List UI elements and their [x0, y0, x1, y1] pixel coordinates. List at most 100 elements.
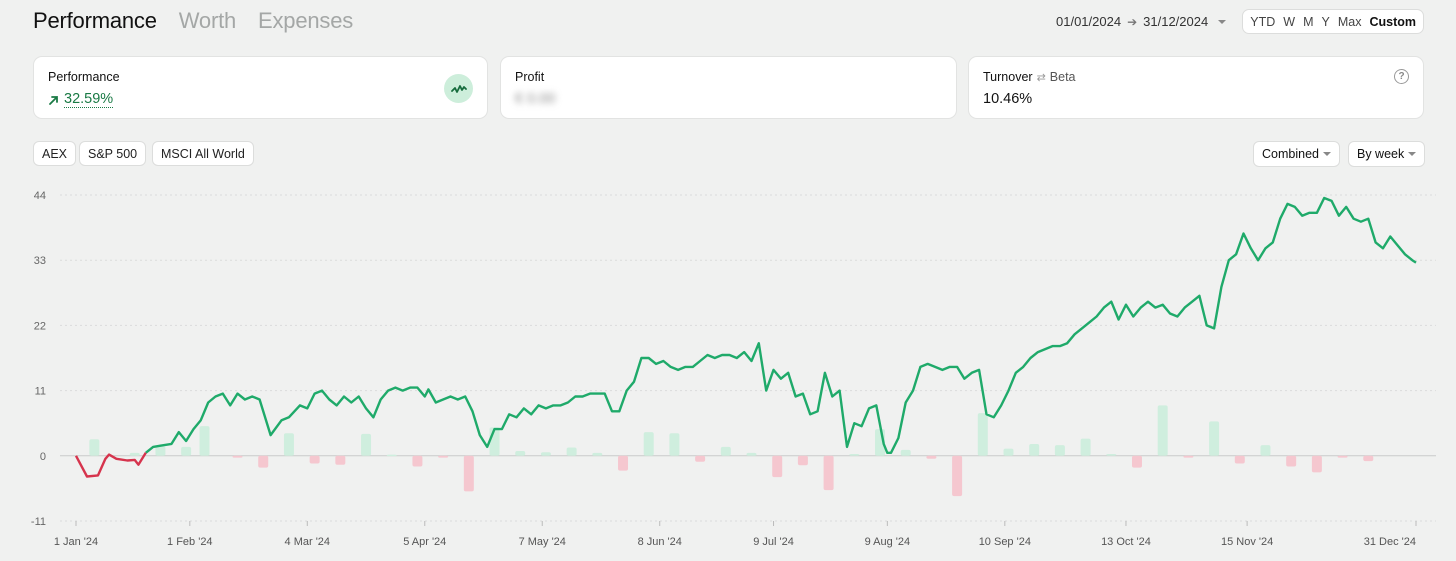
weekly-bar — [463, 455, 474, 492]
weekly-bar — [309, 455, 320, 464]
weekly-bar — [232, 455, 243, 458]
arrow-up-right-icon — [49, 96, 58, 105]
turnover-value: 10.46% — [983, 91, 1033, 107]
weekly-bar — [361, 433, 372, 456]
profit-card: Profit € 0.00 — [500, 56, 957, 119]
y-tick-label: 44 — [34, 190, 46, 202]
period-ytd[interactable]: YTD — [1250, 14, 1276, 29]
weekly-bar — [643, 432, 654, 456]
mode-dropdown-label: Combined — [1262, 147, 1319, 161]
chevron-down-icon — [1322, 152, 1331, 156]
weekly-bar — [1209, 421, 1220, 456]
x-tick-label: 15 Nov '24 — [1221, 536, 1273, 548]
weekly-bar — [849, 454, 860, 456]
date-end: 31/12/2024 — [1143, 14, 1209, 29]
tab-expenses[interactable]: Expenses — [258, 8, 354, 33]
y-tick-label: 22 — [34, 320, 46, 332]
weekly-bar — [335, 455, 346, 465]
tab-performance[interactable]: Performance — [33, 8, 157, 33]
x-tick-label: 9 Jul '24 — [753, 536, 794, 548]
profit-card-title: Profit — [515, 70, 545, 84]
y-tick-label: -11 — [31, 516, 46, 528]
x-tick-label: 1 Feb '24 — [167, 536, 213, 548]
arrow-right-icon: ➔ — [1127, 14, 1138, 29]
performance-card-title: Performance — [48, 70, 120, 84]
interval-dropdown[interactable]: By week — [1348, 141, 1426, 167]
weekly-bar — [1286, 455, 1297, 467]
tab-worth[interactable]: Worth — [178, 8, 237, 33]
interval-dropdown-label: By week — [1357, 147, 1405, 161]
weekly-bar — [1003, 448, 1014, 456]
x-tick-label: 8 Jun '24 — [638, 536, 682, 548]
beta-label[interactable]: Beta — [1049, 70, 1076, 84]
turnover-card: Turnover ⇄ Beta 10.46% ? — [968, 56, 1424, 119]
weekly-bar — [1337, 455, 1348, 458]
benchmark-sp500[interactable]: S&P 500 — [79, 141, 147, 166]
performance-line — [145, 196, 1417, 454]
chevron-down-icon — [1218, 19, 1227, 24]
weekly-bar — [1260, 445, 1271, 456]
weekly-bar — [669, 433, 680, 456]
x-tick-label: 4 Mar '24 — [285, 536, 331, 548]
weekly-bar — [1183, 455, 1194, 458]
period-selector: YTD W M Y Max Custom — [1242, 9, 1424, 34]
weekly-bar — [900, 449, 911, 456]
period-max[interactable]: Max — [1337, 14, 1362, 29]
x-tick-label: 7 May '24 — [519, 536, 566, 548]
weekly-bar — [952, 455, 963, 497]
date-start: 01/01/2024 — [1056, 14, 1122, 29]
date-range-picker[interactable]: 01/01/2024 ➔ 31/12/2024 — [1056, 14, 1227, 29]
weekly-bar — [977, 413, 988, 456]
weekly-bar — [695, 455, 706, 462]
period-m[interactable]: M — [1303, 14, 1314, 29]
y-tick-label: 33 — [34, 255, 46, 267]
weekly-bar — [1363, 455, 1374, 462]
trend-chart-icon[interactable] — [444, 74, 473, 103]
y-tick-label: 11 — [35, 386, 46, 398]
mode-dropdown[interactable]: Combined — [1253, 141, 1340, 167]
chevron-down-icon — [1408, 152, 1417, 156]
weekly-bar — [720, 446, 731, 456]
profit-value: € 0.00 — [515, 91, 556, 107]
x-tick-label: 13 Oct '24 — [1101, 536, 1151, 548]
turnover-label: Turnover — [983, 70, 1033, 84]
performance-card: Performance 32.59% — [33, 56, 488, 119]
period-custom[interactable]: Custom — [1369, 14, 1416, 29]
weekly-bar — [283, 433, 294, 456]
performance-line-negative — [74, 452, 147, 478]
weekly-bar — [1106, 454, 1117, 456]
swap-icon[interactable]: ⇄ — [1036, 72, 1046, 84]
weekly-bar — [592, 452, 603, 456]
weekly-bar — [412, 455, 423, 467]
y-tick-label: 0 — [40, 451, 46, 463]
main-nav: Performance Worth Expenses — [33, 8, 353, 34]
weekly-bar — [1054, 445, 1065, 456]
weekly-bar — [1157, 405, 1168, 456]
weekly-bar — [199, 426, 210, 456]
weekly-bar — [89, 439, 100, 456]
x-tick-label: 10 Sep '24 — [979, 536, 1031, 548]
benchmark-msci[interactable]: MSCI All World — [152, 141, 254, 166]
weekly-bar — [386, 454, 397, 457]
performance-chart[interactable]: 44 33 22 11 0 -11 1 Jan '24 1 Feb '24 4 Mar '24 5… — [0, 175, 1456, 561]
weekly-bar — [515, 451, 526, 456]
x-tick-label: 5 Apr '24 — [403, 536, 446, 548]
weekly-bar — [746, 452, 757, 456]
x-tick-label: 9 Aug '24 — [865, 536, 911, 548]
weekly-bar — [618, 455, 629, 471]
weekly-bar — [1311, 455, 1322, 473]
period-y[interactable]: Y — [1321, 14, 1330, 29]
performance-value: 32.59% — [64, 91, 114, 108]
turnover-card-title: Turnover ⇄ Beta — [983, 70, 1076, 84]
weekly-bar — [1234, 455, 1245, 464]
weekly-bar — [155, 446, 166, 456]
weekly-bar — [1080, 438, 1091, 456]
weekly-bar — [1029, 443, 1040, 456]
benchmark-aex[interactable]: AEX — [33, 141, 77, 166]
period-w[interactable]: W — [1283, 14, 1296, 29]
help-icon[interactable]: ? — [1394, 69, 1409, 84]
weekly-bar — [258, 455, 269, 468]
weekly-bar — [566, 447, 577, 456]
weekly-bar — [129, 452, 140, 456]
weekly-bar — [1131, 455, 1142, 468]
